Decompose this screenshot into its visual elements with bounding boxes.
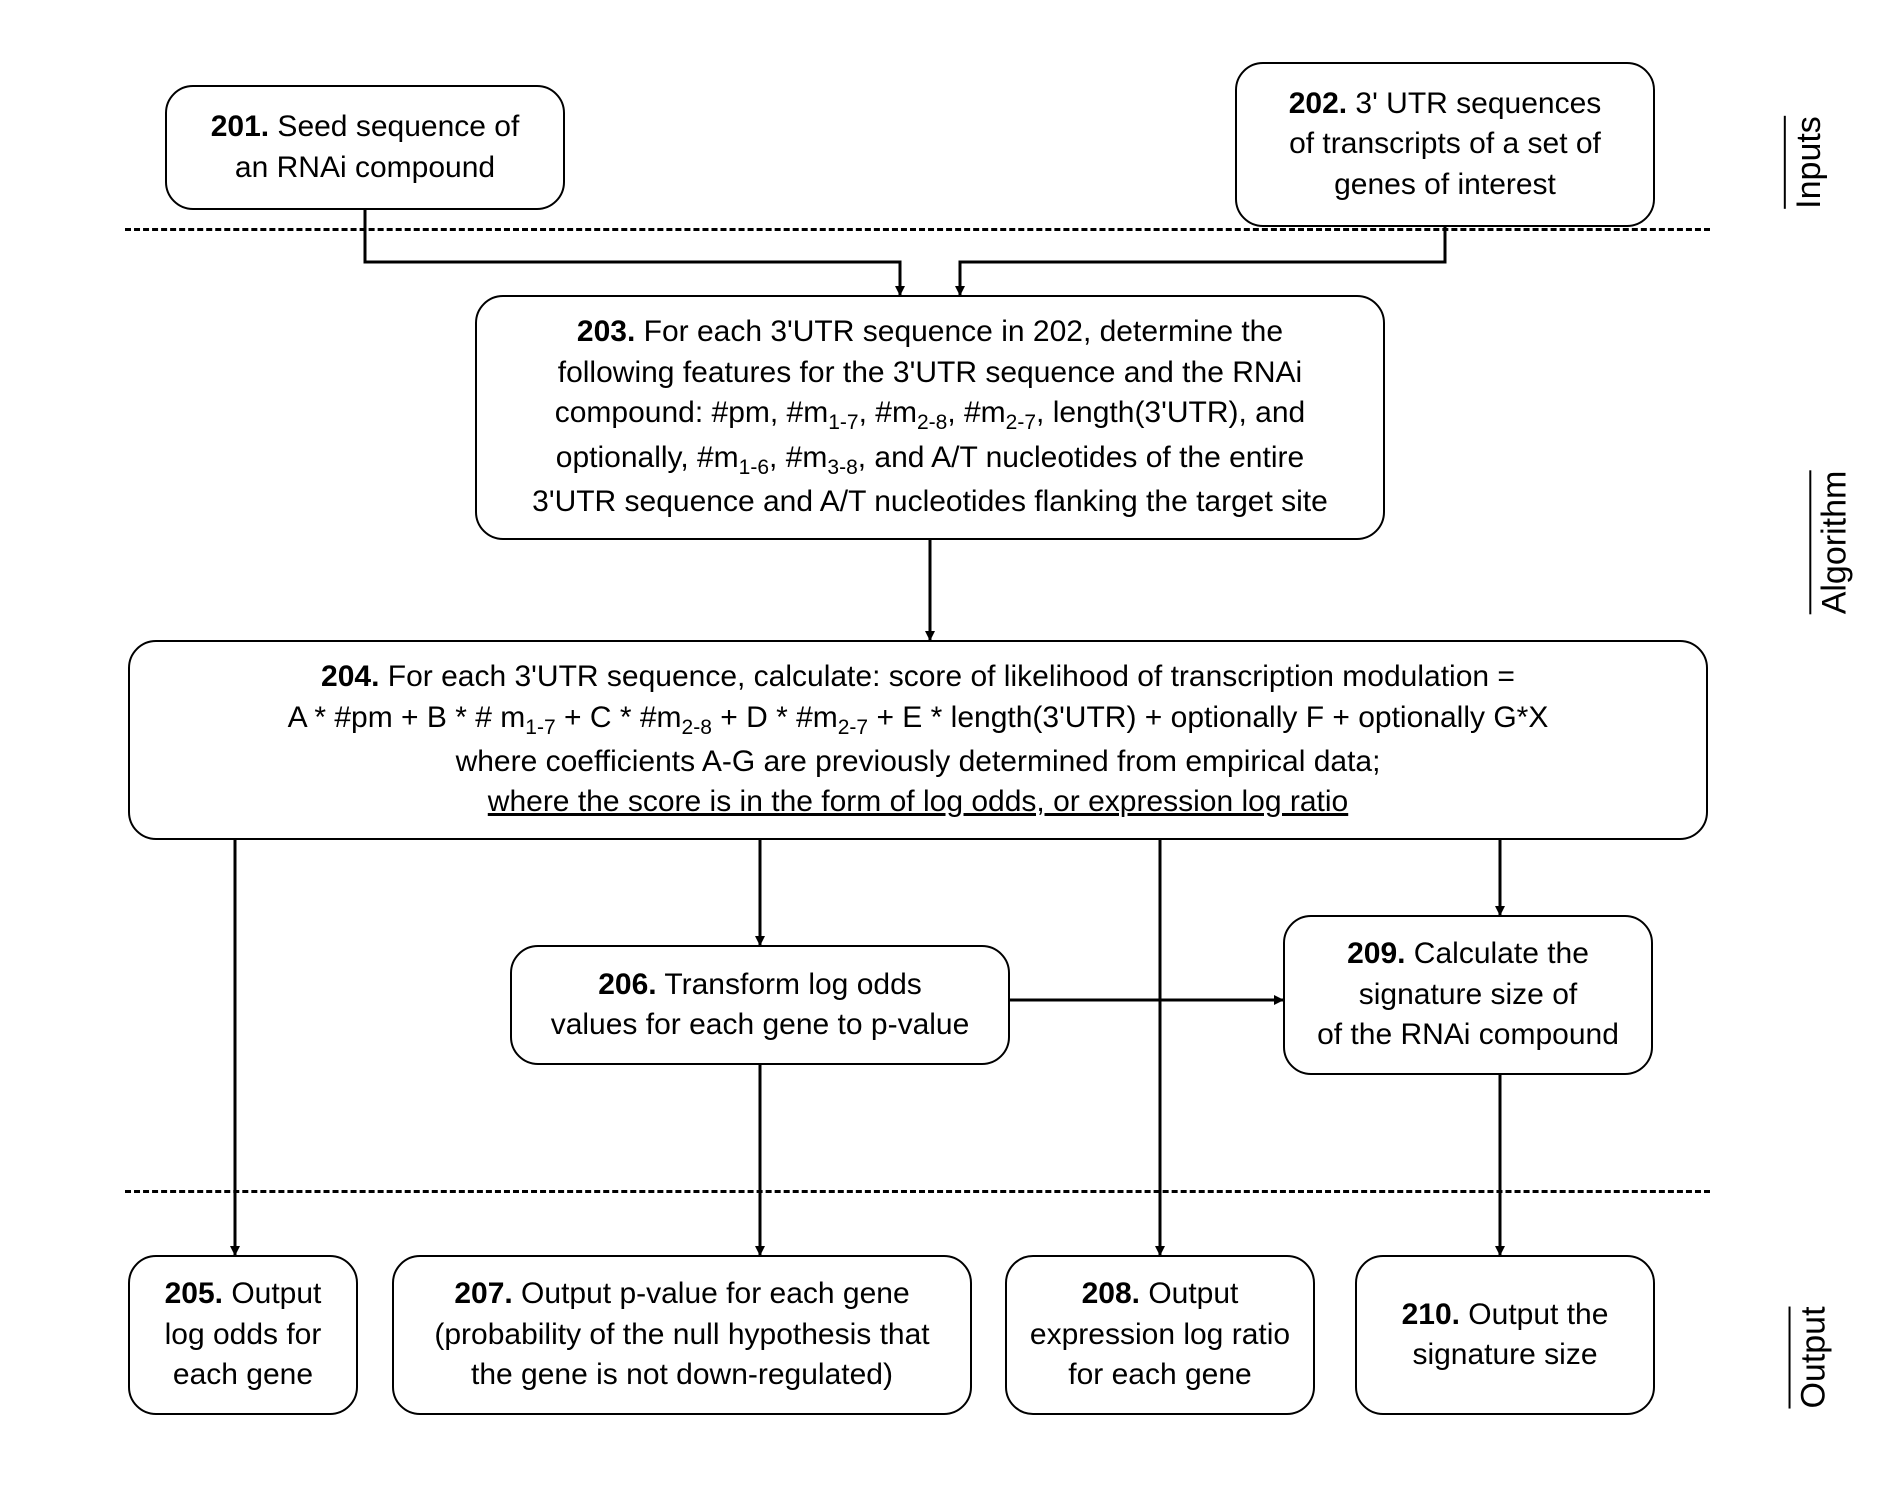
section-label-inputs: Inputs (1784, 116, 1829, 209)
node-202-utr-sequences: 202. 3' UTR sequencesof transcripts of a… (1235, 62, 1655, 227)
divider-inputs (125, 228, 1710, 231)
flowchart-canvas: Inputs Algorithm Output 201. Seed sequen… (0, 0, 1902, 1491)
node-210-output-sigsize: 210. Output thesignature size (1355, 1255, 1655, 1415)
node-208-output-logratio: 208. Outputexpression log ratiofor each … (1005, 1255, 1315, 1415)
node-201-seed-sequence: 201. Seed sequence ofan RNAi compound (165, 85, 565, 210)
node-206-transform-pvalue: 206. Transform log oddsvalues for each g… (510, 945, 1010, 1065)
divider-output (125, 1190, 1710, 1193)
section-label-algorithm: Algorithm (1809, 471, 1854, 615)
node-204-calculate-score: 204. For each 3'UTR sequence, calculate:… (128, 640, 1708, 840)
node-203-determine-features: 203. For each 3'UTR sequence in 202, det… (475, 295, 1385, 540)
section-label-output: Output (1789, 1306, 1834, 1408)
node-209-signature-size: 209. Calculate thesignature size ofof th… (1283, 915, 1653, 1075)
node-205-output-logodds: 205. Outputlog odds foreach gene (128, 1255, 358, 1415)
node-207-output-pvalue: 207. Output p-value for each gene(probab… (392, 1255, 972, 1415)
